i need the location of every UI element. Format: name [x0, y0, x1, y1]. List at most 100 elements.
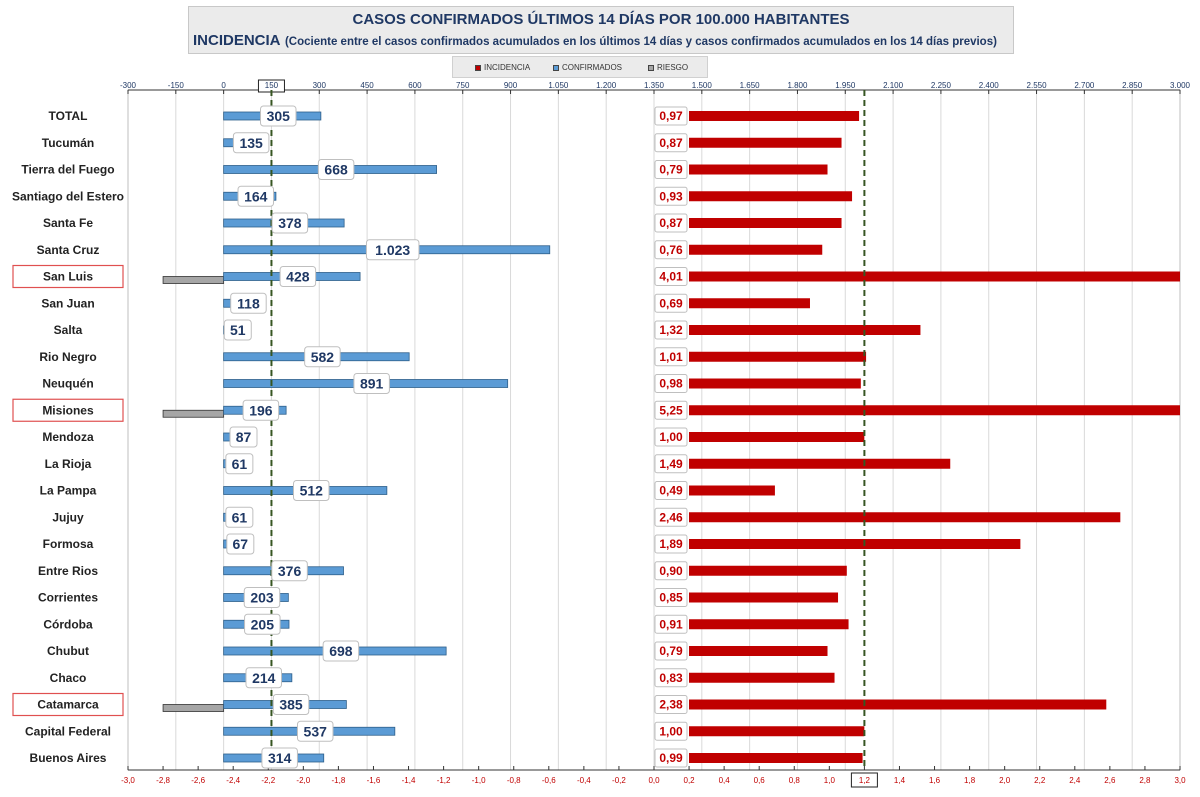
- incidencia-bar: [689, 191, 853, 202]
- bottom-axis-tick-label: -0,8: [507, 776, 521, 785]
- incidencia-data-label-box: [654, 561, 688, 581]
- incidencia-bar: [689, 753, 863, 763]
- confirmados-data-label-box: [261, 747, 298, 769]
- incidencia-data-label: 0,49: [659, 484, 683, 498]
- incidencia-data-label: 0,69: [659, 296, 683, 310]
- bottom-axis-tick-label: -1,6: [367, 776, 381, 785]
- incidencia-bar: [689, 405, 1180, 416]
- incidencia-data-label-box: [654, 641, 688, 661]
- legend-item-incidencia: INCIDENCIA: [475, 63, 530, 72]
- top-axis-tick-label: 600: [408, 81, 422, 90]
- top-axis-tick-label: 1.650: [740, 81, 761, 90]
- top-axis-tick-label: 900: [504, 81, 518, 90]
- incidencia-bar: [689, 164, 828, 175]
- confirmados-data-label: 61: [232, 509, 248, 525]
- incidencia-data-label-box: [654, 614, 688, 634]
- incidencia-bar: [689, 726, 865, 737]
- bottom-axis-tick-label: 2,6: [1104, 776, 1116, 785]
- bottom-axis-tick-label: 1,4: [894, 776, 906, 785]
- incidencia-data-label: 1,49: [659, 457, 683, 471]
- confirmados-data-label-box: [229, 426, 258, 448]
- confirmados-data-label-box: [353, 373, 390, 394]
- incidencia-data-label: 0,98: [659, 377, 683, 391]
- confirmados-data-label: 376: [278, 563, 302, 579]
- incidencia-data-label: 1,89: [659, 537, 683, 551]
- incidencia-data-label-box: [654, 507, 688, 527]
- category-label: Rio Negro: [39, 350, 96, 364]
- top-axis-tick-label: 2.850: [1122, 81, 1143, 90]
- incidencia-data-label-box: [654, 534, 688, 554]
- confirmados-data-label: 203: [250, 590, 274, 606]
- confirmados-data-label: 428: [286, 269, 310, 285]
- incidencia-data-label: 0,99: [659, 751, 683, 765]
- incidencia-data-label-box: [654, 267, 688, 286]
- category-label: Neuquén: [42, 377, 93, 391]
- incidencia-data-label-box: [654, 106, 688, 126]
- incidencia-bar: [689, 672, 835, 683]
- confirmados-data-label: 512: [300, 483, 324, 499]
- chart-title: CASOS CONFIRMADOS ÚLTIMOS 14 DÍAS POR 10…: [352, 11, 850, 28]
- bottom-axis-tick-label: 1,8: [964, 776, 976, 785]
- incidencia-data-label: 0,87: [659, 216, 683, 230]
- incidencia-bar: [689, 432, 865, 442]
- category-label: Chaco: [50, 671, 87, 685]
- confirmados-data-label-box: [296, 720, 334, 742]
- confirmados-data-label-box: [225, 453, 254, 475]
- incidencia-data-label-box: [654, 374, 688, 393]
- top-axis-tick-label: 1.350: [644, 81, 665, 90]
- incidencia-bar: [689, 137, 842, 148]
- incidencia-data-label-box: [654, 213, 688, 233]
- category-label: TOTAL: [49, 109, 88, 123]
- incidencia-data-label: 0,93: [659, 189, 683, 203]
- bottom-axis-tick-label: 0,0: [648, 776, 660, 785]
- incidencia-bar: [689, 298, 810, 309]
- category-label: Tierra del Fuego: [21, 163, 114, 177]
- chart-legend: INCIDENCIA CONFIRMADOS RIESGO: [452, 56, 708, 78]
- category-label: San Juan: [41, 296, 94, 310]
- chart-title-box: CASOS CONFIRMADOS ÚLTIMOS 14 DÍAS POR 10…: [188, 6, 1014, 54]
- incidencia-data-label-box: [654, 695, 688, 714]
- legend-item-riesgo: RIESGO: [648, 63, 688, 72]
- bottom-reference-label-box: [850, 772, 878, 788]
- category-label: Misiones: [42, 403, 94, 417]
- bottom-axis-tick-label: -2,8: [156, 776, 170, 785]
- subtitle-main: INCIDENCIA: [193, 32, 281, 49]
- bottom-axis-tick-label: -2,0: [296, 776, 310, 785]
- top-axis-tick-label: 2.700: [1074, 81, 1095, 90]
- bottom-axis-tick-label: 2,4: [1069, 776, 1081, 785]
- top-axis-tick-label: 450: [360, 81, 374, 90]
- incidencia-data-label-box: [654, 668, 688, 688]
- confirmados-data-label: 582: [311, 349, 335, 365]
- incidencia-bar: [689, 111, 860, 121]
- incidencia-data-label: 4,01: [659, 270, 683, 284]
- incidencia-data-label: 0,79: [659, 163, 683, 177]
- incidencia-bar: [689, 619, 849, 630]
- category-label: Mendoza: [42, 430, 94, 444]
- incidencia-data-label: 1,01: [659, 350, 683, 364]
- confirmados-data-label-box: [243, 587, 281, 608]
- top-axis-tick-label: 750: [456, 81, 470, 90]
- confirmados-data-label: 314: [268, 750, 292, 766]
- category-label: San Luis: [43, 270, 93, 284]
- confirmados-data-label: 51: [230, 322, 246, 338]
- confirmados-data-label-box: [225, 506, 254, 528]
- bottom-axis-tick-label: -3,0: [121, 776, 135, 785]
- confirmados-data-label-box: [245, 667, 282, 689]
- top-axis-tick-label: -150: [168, 81, 185, 90]
- confirmados-data-label-box: [292, 480, 330, 501]
- category-label: Jujuy: [52, 510, 84, 524]
- incidencia-data-label-box: [654, 481, 688, 500]
- confirmados-data-label: 378: [278, 215, 302, 231]
- confirmados-data-label-box: [322, 640, 360, 662]
- category-label: Corrientes: [38, 591, 98, 605]
- bottom-axis-tick-label: -1,4: [402, 776, 416, 785]
- confirmados-data-label-box: [271, 560, 308, 582]
- incidencia-data-label: 0,76: [659, 243, 683, 257]
- top-axis-tick-label: 1.200: [596, 81, 617, 90]
- incidencia-bar: [689, 244, 823, 255]
- legend-label-incidencia: INCIDENCIA: [484, 63, 531, 72]
- confirmados-data-label-box: [304, 346, 341, 368]
- incidencia-bar: [689, 485, 775, 496]
- incidencia-data-label: 2,38: [659, 698, 683, 712]
- category-label: Santa Fe: [43, 216, 93, 230]
